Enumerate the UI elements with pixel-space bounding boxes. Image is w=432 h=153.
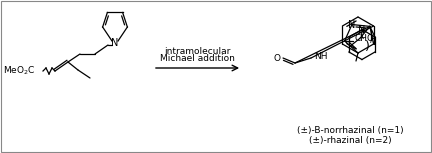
Text: (: (	[359, 28, 364, 41]
Text: O: O	[273, 54, 280, 62]
Text: Michael addition: Michael addition	[160, 54, 235, 63]
Text: CHO: CHO	[355, 34, 375, 43]
Text: ): )	[365, 40, 370, 53]
Text: NH: NH	[314, 52, 327, 60]
Text: N: N	[111, 38, 119, 48]
Text: (±)-rhazinal (n=2): (±)-rhazinal (n=2)	[309, 136, 391, 144]
Text: N: N	[358, 24, 365, 35]
Text: intramolecular: intramolecular	[164, 47, 231, 56]
Text: (±)-B-norrhazinal (n=1): (±)-B-norrhazinal (n=1)	[297, 127, 403, 136]
Text: N: N	[348, 20, 356, 30]
Text: n: n	[369, 36, 375, 45]
Text: MeO$_2$C: MeO$_2$C	[3, 65, 35, 77]
